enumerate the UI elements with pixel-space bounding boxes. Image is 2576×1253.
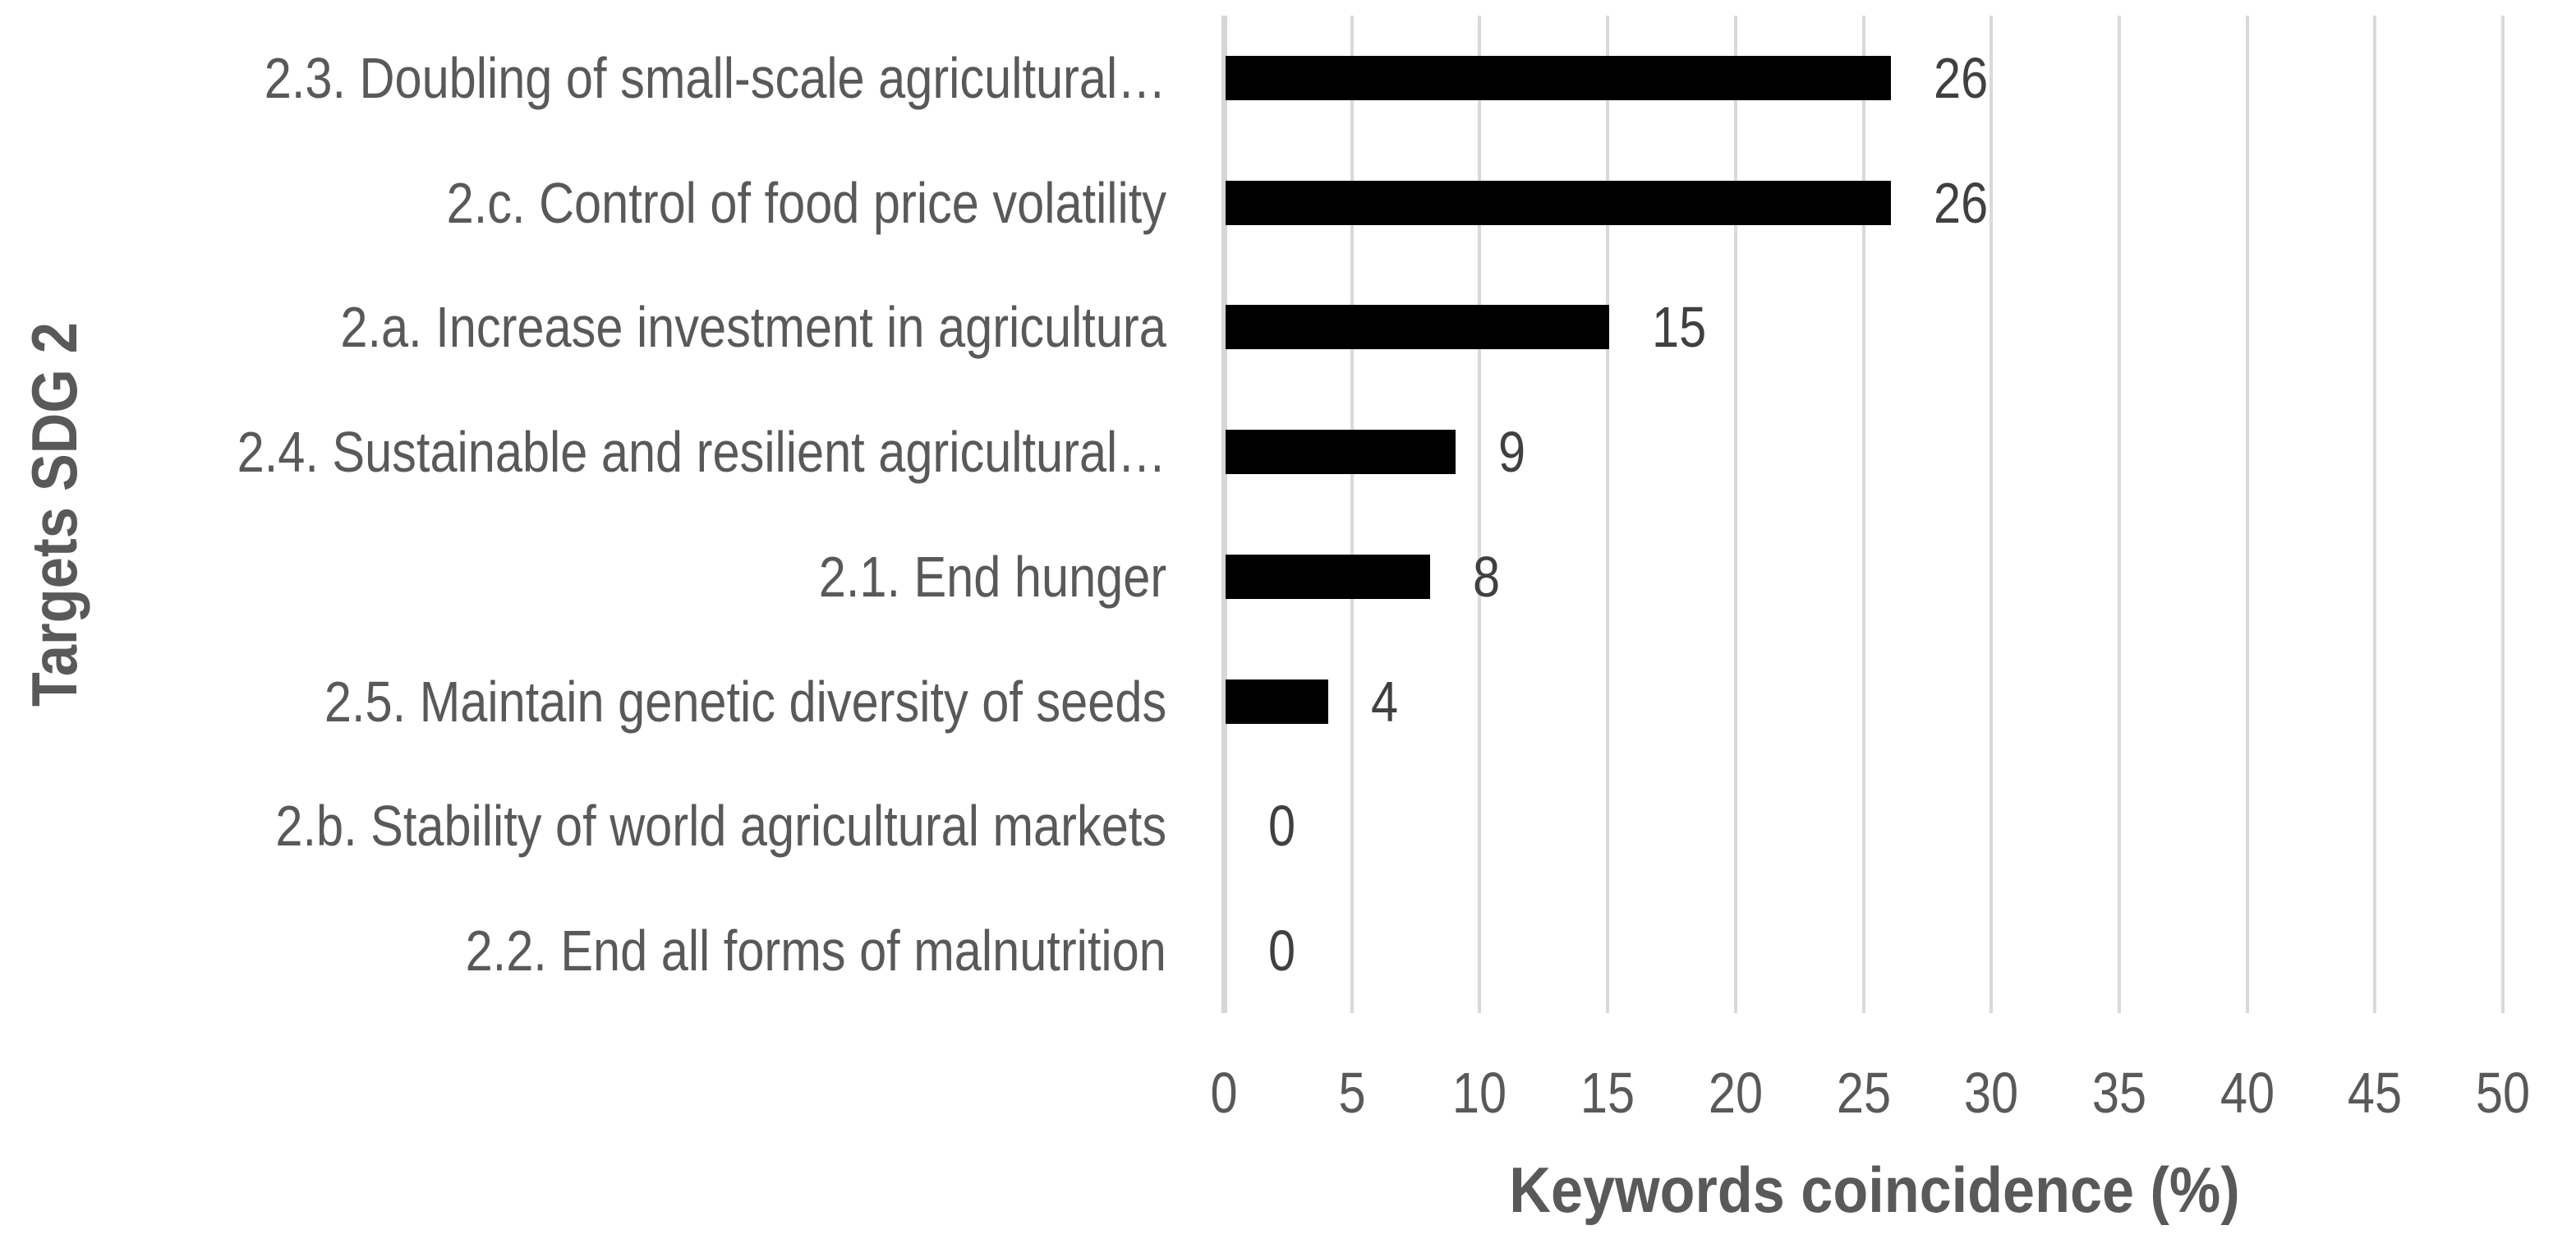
- gridline: [1733, 16, 1737, 1013]
- x-tick-label: 15: [1580, 1061, 1635, 1125]
- x-tick-label: 25: [1836, 1061, 1891, 1125]
- data-label: 26: [1933, 170, 1988, 235]
- category-label: 2.c. Control of food price volatility: [446, 170, 1166, 235]
- gridline: [2373, 16, 2377, 1013]
- y-axis-line: [1221, 16, 1227, 1013]
- bar: [1226, 55, 1891, 100]
- category-label: 2.1. End hunger: [818, 544, 1166, 609]
- data-label: 26: [1933, 45, 1988, 110]
- x-tick-label: 20: [1708, 1061, 1763, 1125]
- category-label: 2.b. Stability of world agricultural mar…: [275, 794, 1166, 859]
- bar: [1226, 554, 1431, 599]
- data-label: 4: [1370, 669, 1398, 734]
- gridline: [1350, 16, 1354, 1013]
- bar: [1226, 430, 1456, 475]
- data-label: 8: [1473, 544, 1501, 609]
- category-label: 2.5. Maintain genetic diversity of seeds: [324, 669, 1166, 734]
- bar: [1226, 180, 1891, 225]
- data-label: 9: [1498, 420, 1526, 485]
- gridline: [1861, 16, 1865, 1013]
- x-axis-title: Keywords coincidence (%): [1509, 1154, 2240, 1226]
- x-tick-label: 45: [2348, 1061, 2403, 1125]
- data-label: 0: [1268, 794, 1296, 859]
- x-tick-label: 10: [1452, 1061, 1507, 1125]
- x-tick-label: 30: [1964, 1061, 2019, 1125]
- gridline: [2501, 16, 2505, 1013]
- y-axis-title: Targets SDG 2: [18, 322, 90, 707]
- x-tick-label: 35: [2091, 1061, 2146, 1125]
- x-tick-label: 40: [2220, 1061, 2275, 1125]
- x-tick-label: 50: [2475, 1061, 2531, 1125]
- gridline: [1990, 16, 1994, 1013]
- category-label: 2.3. Doubling of small-scale agricultura…: [264, 45, 1166, 110]
- gridline: [1478, 16, 1482, 1013]
- category-label: 2.2. End all forms of malnutrition: [465, 919, 1166, 984]
- gridline: [1606, 16, 1610, 1013]
- x-tick-label: 5: [1338, 1061, 1366, 1125]
- gridline: [2245, 16, 2249, 1013]
- category-label: 2.4. Sustainable and resilient agricultu…: [237, 420, 1166, 485]
- bar: [1226, 679, 1328, 724]
- bar: [1226, 305, 1610, 350]
- x-tick-label: 0: [1210, 1061, 1238, 1125]
- category-label: 2.a. Increase investment in agricultura: [340, 295, 1166, 360]
- data-label: 15: [1652, 295, 1707, 360]
- data-label: 0: [1268, 919, 1296, 984]
- gridline: [2117, 16, 2121, 1013]
